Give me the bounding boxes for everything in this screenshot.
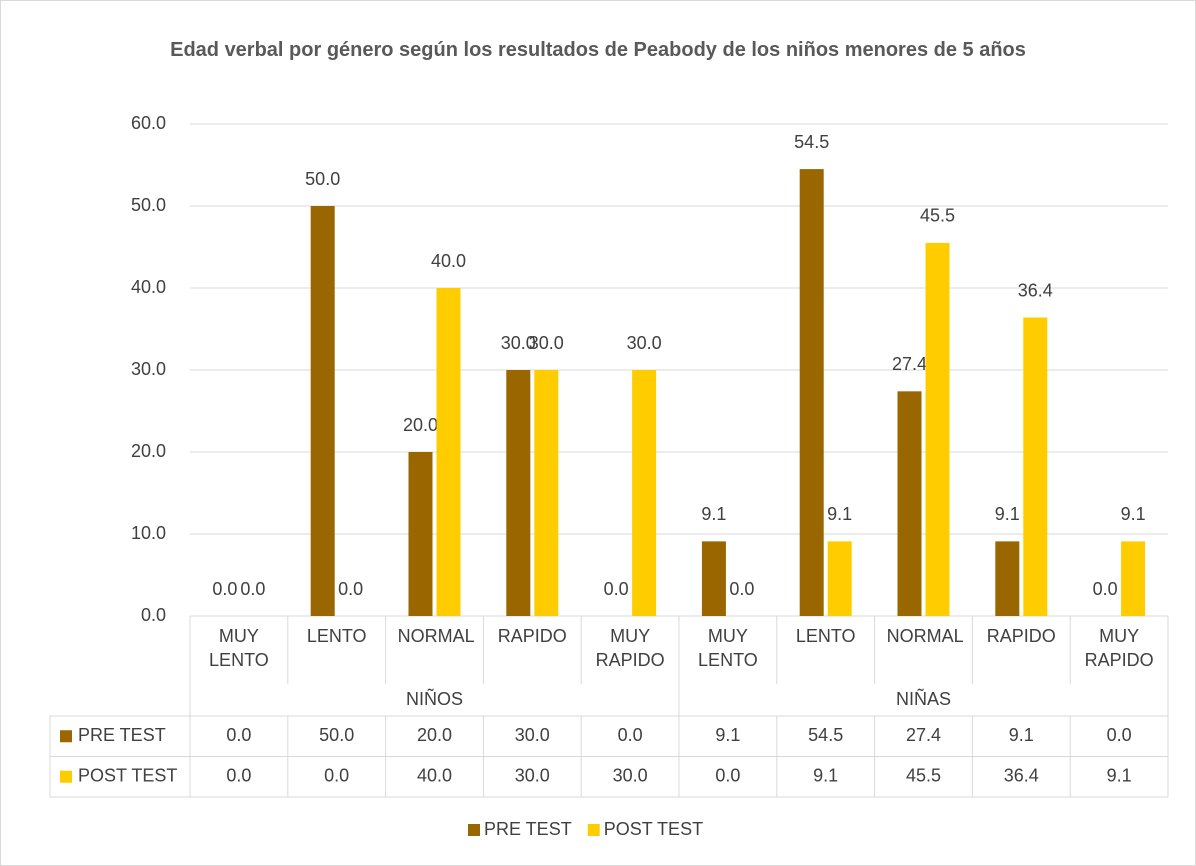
data-label: 9.1 [995,504,1020,524]
data-label: 45.5 [920,206,955,226]
x-tick-label: MUY LENTO [698,626,758,670]
group-label: NIÑOS [406,688,463,709]
data-label: 30.0 [501,333,536,353]
legend-label: PRE TEST [484,819,572,839]
x-tick-label: MUY RAPIDO [595,626,665,670]
x-tick-label: NORMAL [886,626,964,646]
data-label: 30.0 [529,333,564,353]
table-row-label: POST TEST [78,766,177,786]
data-label: 30.0 [627,333,662,353]
bar [506,370,531,616]
y-tick-label: 30.0 [131,359,166,379]
table-cell: 0.0 [1107,725,1132,745]
table-cell: 40.0 [417,766,452,786]
table-cell: 54.5 [808,725,843,745]
bar [995,541,1020,616]
bar [534,370,559,616]
x-tick-label: LENTO [306,626,367,646]
table-cell: 9.1 [1107,766,1132,786]
data-label: 0.0 [338,579,363,599]
table-legend-key [60,730,72,743]
table-cell: 0.0 [226,725,251,745]
table-cell: 36.4 [1004,766,1039,786]
y-tick-label: 0.0 [141,605,166,625]
y-tick-label: 10.0 [131,523,166,543]
data-label: 0.0 [729,579,754,599]
table-cell: 27.4 [906,725,941,745]
bar [1023,317,1048,616]
data-label: 9.1 [1121,504,1146,524]
table-cell: 30.0 [515,766,550,786]
table-cell: 9.1 [1009,725,1034,745]
table-cell: 0.0 [715,766,740,786]
data-label: 54.5 [794,132,829,152]
x-tick-label: MUY LENTO [209,626,269,670]
y-tick-label: 60.0 [131,113,166,133]
bar [799,169,824,616]
table-cell: 30.0 [613,766,648,786]
x-tick-label: RAPIDO [497,626,567,646]
table-cell: 0.0 [324,766,349,786]
y-tick-label: 50.0 [131,195,166,215]
table-cell: 45.5 [906,766,941,786]
table-cell: 0.0 [226,766,251,786]
table-cell: 30.0 [515,725,550,745]
bar [408,452,433,616]
data-label: 0.0 [1093,579,1118,599]
data-label: 27.4 [892,354,927,374]
data-label: 9.1 [701,504,726,524]
data-label: 0.0 [240,579,265,599]
group-label: NIÑAS [896,688,951,709]
y-tick-label: 40.0 [131,277,166,297]
data-label: 9.1 [827,504,852,524]
bar [925,242,950,616]
data-label: 50.0 [305,169,340,189]
bar [310,206,335,616]
data-label: 0.0 [604,579,629,599]
chart-title: Edad verbal por género según los resulta… [170,39,1026,61]
bar [897,391,922,616]
data-label: 0.0 [212,579,237,599]
bar [701,541,726,616]
table-legend-key [60,770,72,783]
table-cell: 20.0 [417,725,452,745]
bar [827,541,852,616]
bar [436,288,461,616]
data-label: 40.0 [431,251,466,271]
legend-label: POST TEST [604,819,703,839]
table-row-label: PRE TEST [78,725,166,745]
data-label: 36.4 [1018,280,1053,300]
x-tick-label: NORMAL [397,626,475,646]
legend-key [468,824,480,836]
table-cell: 9.1 [715,725,740,745]
bar [1121,541,1146,616]
legend-key [587,824,600,836]
bar [632,370,657,616]
data-label: 20.0 [403,415,438,435]
y-tick-label: 20.0 [131,441,166,461]
table-cell: 50.0 [319,725,354,745]
table-cell: 0.0 [618,725,643,745]
table-cell: 9.1 [813,766,838,786]
x-tick-label: LENTO [795,626,856,646]
x-tick-label: MUY RAPIDO [1084,626,1154,670]
x-tick-label: RAPIDO [986,626,1056,646]
